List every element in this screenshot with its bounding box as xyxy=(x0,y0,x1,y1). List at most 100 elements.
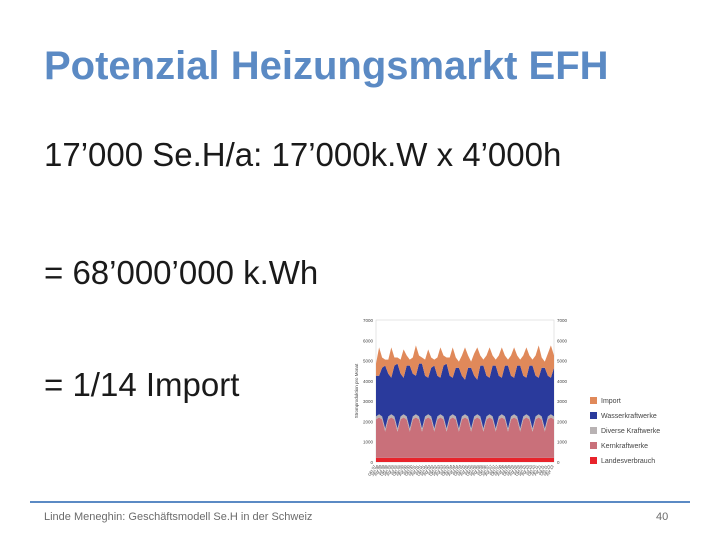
x-tick-label: Jul 04 xyxy=(450,463,460,475)
footer-text: Linde Meneghin: Geschäftsmodell Se.H in … xyxy=(44,511,313,523)
x-tick-label: Apr 03 xyxy=(434,463,445,476)
legend-label-import: Import xyxy=(601,398,621,405)
y-tick-right: 3000 xyxy=(557,399,568,404)
area-series-wasserkraftwerke xyxy=(376,363,554,429)
x-tick-label: Jan 11 xyxy=(529,463,540,476)
x-tick-label: Okt 11 xyxy=(539,463,549,476)
x-tick-label: Jan 06 xyxy=(468,463,479,477)
x-tick-label: Apr 06 xyxy=(471,463,482,476)
y-tick-left: 5000 xyxy=(363,359,374,364)
x-tick-label: Jul 98 xyxy=(376,463,386,475)
y-tick-left: 1000 xyxy=(363,440,374,445)
y-tick-left: 4000 xyxy=(363,379,374,384)
x-tick-label: Okt 07 xyxy=(489,463,500,476)
area-series-import xyxy=(376,345,554,380)
legend-label-diverse-kraftwerke: Diverse Kraftwerke xyxy=(601,428,660,435)
bullet-total-kwh: = 68’000’000 k.Wh xyxy=(44,254,319,291)
x-tick-label: Jul 00 xyxy=(401,463,411,475)
x-tick-label: Jul 07 xyxy=(487,463,497,475)
y-tick-right: 4000 xyxy=(557,379,568,384)
legend-swatch-import xyxy=(590,397,597,404)
x-tick-label: Okt 00 xyxy=(403,463,414,476)
x-tick-label: Apr 00 xyxy=(397,463,408,476)
slide-title: Potenzial Heizungsmarkt EFH xyxy=(44,44,609,88)
x-tick-label: Jan 08 xyxy=(492,463,503,477)
x-tick-label: Apr 08 xyxy=(496,463,507,476)
x-tick-label: Okt 06 xyxy=(477,463,488,476)
legend-label-landesverbrauch: Landesverbrauch xyxy=(601,458,655,465)
x-tick-label: Okt 99 xyxy=(391,463,402,476)
x-tick-label: Jan 04 xyxy=(443,463,454,477)
x-tick-label: Okt 98 xyxy=(379,463,390,476)
x-tick-label: Apr 05 xyxy=(459,463,470,476)
legend-label-kernkraftwerke: Kernkraftwerke xyxy=(601,443,648,450)
x-tick-label: Jul 08 xyxy=(499,463,509,475)
page-number: 40 xyxy=(656,511,669,523)
y-tick-left: 3000 xyxy=(363,399,374,404)
x-tick-label: Jan 07 xyxy=(480,463,491,477)
bullet-import-share: = 1/14 Import xyxy=(44,366,240,403)
y-tick-left: 7000 xyxy=(363,318,374,323)
x-tick-label: Apr 09 xyxy=(508,463,519,476)
legend-swatch-diverse-kraftwerke xyxy=(590,427,597,434)
y-tick-right: 7000 xyxy=(557,318,568,323)
x-tick-label: Jan 12 xyxy=(541,463,552,477)
x-tick-label: Jul 11 xyxy=(536,463,546,475)
x-tick-label: Apr 10 xyxy=(520,463,531,476)
legend-swatch-kernkraftwerke xyxy=(590,442,597,449)
x-tick-label: Okt 97 xyxy=(367,463,378,476)
y-tick-left: 6000 xyxy=(363,338,374,343)
x-tick-label: Jan 03 xyxy=(431,463,442,477)
x-tick-label: Okt 04 xyxy=(453,463,464,476)
x-tick-label: Jan 09 xyxy=(505,463,516,477)
x-tick-label: Jan 01 xyxy=(406,463,417,477)
x-tick-label: Jul 99 xyxy=(389,463,399,475)
x-tick-label: Jan 00 xyxy=(394,463,405,477)
footer-divider xyxy=(30,501,690,503)
x-tick-label: Jan 10 xyxy=(517,463,528,477)
y-tick-right: 5000 xyxy=(557,359,568,364)
x-tick-label: Jan 05 xyxy=(456,463,467,477)
y-tick-right: 1000 xyxy=(557,440,568,445)
x-tick-label: Jul 02 xyxy=(425,463,435,475)
x-tick-label: Apr 11 xyxy=(532,463,542,476)
x-tick-label: Okt 09 xyxy=(514,463,525,476)
x-tick-label: Jul 10 xyxy=(524,463,534,475)
x-tick-label: Jul 05 xyxy=(462,463,472,475)
x-tick-label: Okt 01 xyxy=(416,463,427,476)
y-tick-left: 2000 xyxy=(363,419,374,424)
x-tick-label: Jul 06 xyxy=(475,463,485,475)
x-tick-label: Jan 98 xyxy=(370,463,381,477)
x-tick-label: Apr 98 xyxy=(373,463,384,476)
y-tick-right: 6000 xyxy=(557,338,568,343)
x-tick-label: Okt 10 xyxy=(526,463,537,476)
x-tick-label: Okt 08 xyxy=(502,463,513,476)
y-tick-right: 0 xyxy=(557,460,560,465)
area-series-diverse-kraftwerke xyxy=(376,414,554,432)
x-tick-label: Apr 02 xyxy=(422,463,433,476)
x-tick-label: Okt 03 xyxy=(440,463,451,476)
y-axis-label: Stromproduktion pro Monat xyxy=(354,363,359,418)
x-tick-label: Jul 01 xyxy=(413,463,423,475)
legend-swatch-landesverbrauch xyxy=(590,457,597,464)
x-tick-label: Apr 01 xyxy=(410,463,421,476)
legend-label-wasserkraftwerke: Wasserkraftwerke xyxy=(601,413,657,420)
area-series-landesverbrauch xyxy=(376,457,554,462)
x-tick-label: Apr 07 xyxy=(483,463,494,476)
x-tick-label: Apr 12 xyxy=(545,463,556,476)
x-tick-label: Jan 02 xyxy=(419,463,430,477)
x-tick-label: Apr 99 xyxy=(385,463,396,476)
bullet-annual-energy: 17’000 Se.H/a: 17’000k.W x 4’000h xyxy=(44,136,562,173)
area-series-kernkraftwerke xyxy=(376,417,554,458)
x-tick-label: Okt 02 xyxy=(428,463,439,476)
y-tick-right: 2000 xyxy=(557,419,568,424)
x-tick-label: Jul 03 xyxy=(438,463,448,475)
y-tick-left: 0 xyxy=(370,460,373,465)
x-tick-label: Okt 05 xyxy=(465,463,476,476)
x-tick-label: Jul 09 xyxy=(511,463,521,475)
x-tick-label: Jan 99 xyxy=(382,463,393,477)
legend-swatch-wasserkraftwerke xyxy=(590,412,597,419)
electricity-production-chart: 7000 6000 5000 4000 3000 2000 1000 0 7000 6000 500… xyxy=(350,312,680,502)
x-tick-label: Apr 04 xyxy=(446,463,457,476)
electricity-production-chart-svg: 7000 6000 5000 4000 3000 2000 1000 0 7000 6000 500… xyxy=(354,318,660,477)
